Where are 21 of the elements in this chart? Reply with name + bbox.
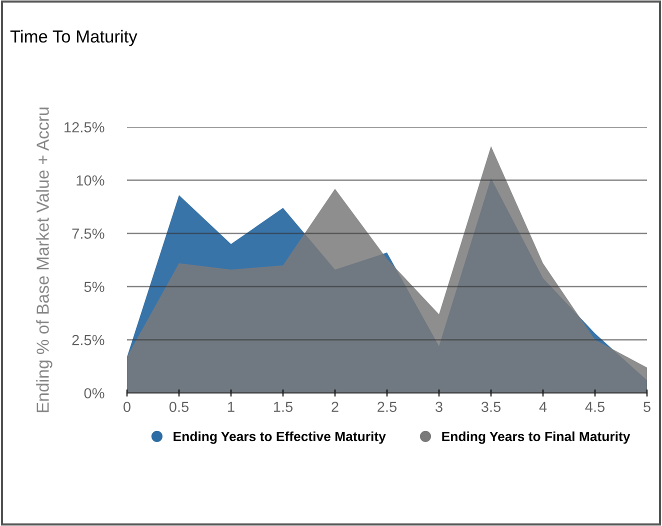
x-tick-label: 3.5 <box>481 402 501 412</box>
legend-label: Ending Years to Effective Maturity <box>174 431 386 444</box>
x-tick-label: 5 <box>644 402 650 412</box>
x-tick-label: 2 <box>332 402 338 412</box>
y-tick-label: 12.5% <box>64 122 104 132</box>
y-tick-label: 7.5% <box>72 228 104 239</box>
x-tick-label: 3 <box>436 402 442 412</box>
x-tick-label: 0 <box>124 402 130 412</box>
y-tick-label: 5% <box>84 282 104 292</box>
y-tick-label: 0% <box>84 388 104 398</box>
x-tick-label: 2.5 <box>378 402 397 412</box>
x-tick-label: 4.5 <box>585 402 605 412</box>
y-tick-label: 2.5% <box>72 334 104 346</box>
y-axis-title: Ending % of Base Market Value + Accru <box>36 108 52 412</box>
x-tick-label: 0.5 <box>169 402 189 412</box>
x-tick-label: 1 <box>228 402 234 412</box>
x-tick-label: 4 <box>539 402 547 412</box>
y-tick-label: 10% <box>76 175 104 186</box>
chart-title: Time To Maturity <box>10 30 138 46</box>
x-tick-label: 1.5 <box>274 402 293 412</box>
legend-label: Ending Years to Final Maturity <box>442 431 630 444</box>
